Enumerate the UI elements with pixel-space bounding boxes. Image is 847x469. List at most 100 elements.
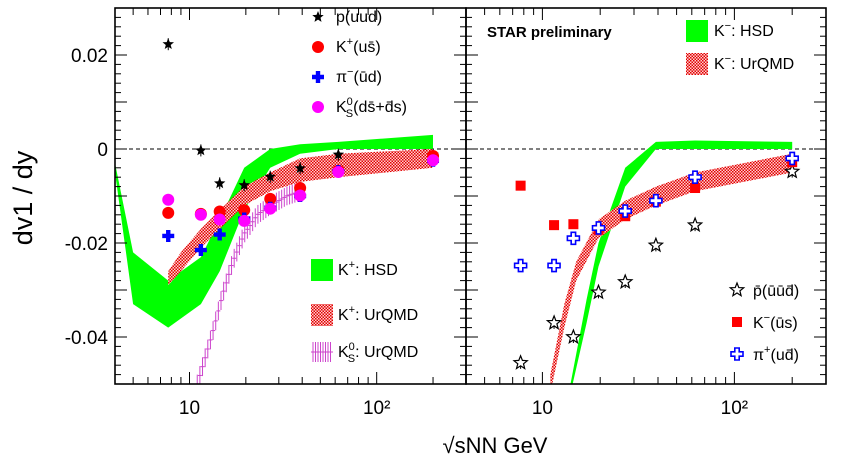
legend-right-band-label-0: K−: HSD: [714, 20, 774, 40]
point-0-1-0: [162, 206, 175, 219]
legend-right-label-1: K−(ūs): [753, 312, 798, 332]
legend-left-marker-0: [312, 11, 324, 22]
point-1-0-4-shape: [616, 273, 634, 290]
legend-left-band-swatch-0: [311, 259, 333, 281]
legend-right-label-1-base: K: [753, 315, 764, 332]
legend-left-label-3-rest: (ds̄+d̄s): [353, 99, 407, 116]
x-axis-label: √sNN GeV: [443, 433, 548, 458]
point-0-1-4-shape: [264, 192, 277, 205]
point-0-0-4: [264, 170, 276, 182]
legend-right-marker-2: [730, 347, 744, 361]
legend-right-label-0-base: p̄(ūūd̄): [753, 283, 799, 300]
point-1-2-7: [785, 151, 799, 166]
legend-right-label-2: π+(ud̄): [753, 344, 799, 364]
point-1-1-1-shape: [549, 220, 560, 231]
point-0-3-5: [294, 189, 307, 202]
point-0-0-5-shape: [294, 162, 306, 174]
legend-left-marker-1: [312, 41, 324, 53]
xtick-label-100-0: 10²: [363, 398, 390, 419]
point-0-3-6-shape: [332, 166, 345, 179]
point-0-3-4-shape: [264, 202, 277, 215]
point-1-1-6: [690, 183, 701, 194]
point-0-3-1-shape: [194, 208, 207, 221]
bands-1: [550, 140, 793, 384]
points-1: [512, 151, 801, 370]
point-0-3-3: [238, 214, 251, 227]
point-0-2-1: [194, 244, 207, 257]
legend-right-band-label-0-sup: −: [725, 20, 731, 32]
legend-left-label-3-subs: S: [346, 108, 353, 120]
xtick-label-10-0: 10: [179, 398, 200, 419]
point-0-1-3: [238, 204, 251, 217]
legend-right-label-1-sup: −: [764, 312, 770, 324]
legend-left-band-swatch-1: [311, 304, 333, 326]
legend-left-label-2-sup: −: [347, 66, 353, 78]
point-0-3-2-shape: [213, 213, 226, 226]
point-0-3-4: [264, 202, 277, 215]
legend-left-marker-2: [312, 71, 324, 83]
xtick-label-10-1: 10: [532, 398, 553, 419]
points-0: [162, 38, 440, 257]
legend-left-band-label-2-sup: 0: [349, 341, 355, 353]
point-1-0-0: [512, 354, 529, 370]
legend-left-band-label-1-rest: : UrQMD: [355, 307, 418, 324]
point-0-0-5: [294, 162, 306, 174]
legend-left-band-label-0-base: K: [338, 262, 349, 279]
point-1-0-5: [647, 236, 665, 253]
point-1-1-1: [549, 220, 560, 231]
point-0-0-1: [195, 144, 207, 156]
point-1-0-0-shape: [512, 354, 529, 370]
legend-left-label-3: K0 S(ds̄+d̄s): [336, 96, 407, 120]
legend-left-label-1-rest: (us̄): [353, 39, 381, 56]
legend-left-band-label-2-base: K: [338, 344, 349, 361]
ytick-label-3: -0.04: [65, 328, 109, 349]
point-1-1-0-shape: [515, 180, 526, 191]
legend-right-label-2-rest: (ud̄): [770, 347, 798, 364]
legend-left-band-swatch-2: [311, 342, 333, 362]
ytick-label-0: 0.02: [71, 46, 108, 67]
point-0-1-4: [264, 192, 277, 205]
point-1-2-1-shape: [547, 258, 561, 273]
legend-right-band-swatch-0: [686, 20, 708, 42]
point-1-0-1-shape: [545, 314, 563, 330]
legend-right-band-swatch-1: [686, 53, 708, 75]
point-0-3-0: [162, 193, 175, 206]
point-1-0-4: [616, 273, 634, 290]
legend-right-band-label-1-base: K: [714, 56, 725, 73]
legend-left-marker-1-shape: [312, 41, 324, 53]
legend-right-band-label-1-sup: −: [725, 53, 731, 65]
point-0-0-0: [162, 38, 174, 49]
legend-left-band-label-2-subs: S: [348, 353, 355, 365]
point-0-0-3-shape: [238, 179, 250, 190]
point-0-3-3-shape: [238, 214, 251, 227]
point-1-0-2: [565, 328, 582, 345]
legend-left-label-2-rest: (ūd): [353, 69, 381, 86]
legend-left-label-3-sup: 0: [347, 96, 353, 108]
plot-layer: 0.02 0 -0.02 -0.04 10 10² 10 10² dv1 / dy √sNN Ge…: [8, 7, 827, 458]
legend-right-marker-1-shape: [732, 317, 742, 327]
point-1-2-7-shape: [785, 151, 799, 166]
point-1-1-2-shape: [568, 219, 579, 230]
legend-right-band-label-0-rest: : HSD: [731, 23, 774, 40]
point-0-0-6-shape: [332, 148, 345, 160]
legend-left-band-label-0-rest: : HSD: [355, 262, 398, 279]
point-0-0-2-shape: [214, 177, 226, 189]
ytick-label-1: 0: [97, 140, 108, 161]
band-0-0: [115, 134, 433, 328]
point-1-2-4-shape: [618, 204, 633, 218]
legend-left-band-label-1-base: K: [338, 307, 349, 324]
point-1-0-5-shape: [647, 236, 665, 253]
legend-left-label-1-sup: +: [347, 36, 353, 48]
legend-right-band-label-1-rest: : UrQMD: [731, 56, 794, 73]
legend-left-label-0-base: p(uud): [336, 9, 382, 26]
point-1-2-2: [566, 231, 581, 246]
point-0-3-5-shape: [294, 189, 307, 202]
legend-right-marker-0: [728, 281, 746, 298]
legend-right-label-2-sup: +: [764, 344, 770, 356]
point-1-2-0: [513, 258, 528, 273]
legend-right-label-2-base: π: [753, 347, 764, 364]
point-0-0-6: [332, 148, 345, 160]
point-1-2-1: [547, 258, 561, 273]
legend-right-label-1-rest: (ūs): [770, 315, 798, 332]
